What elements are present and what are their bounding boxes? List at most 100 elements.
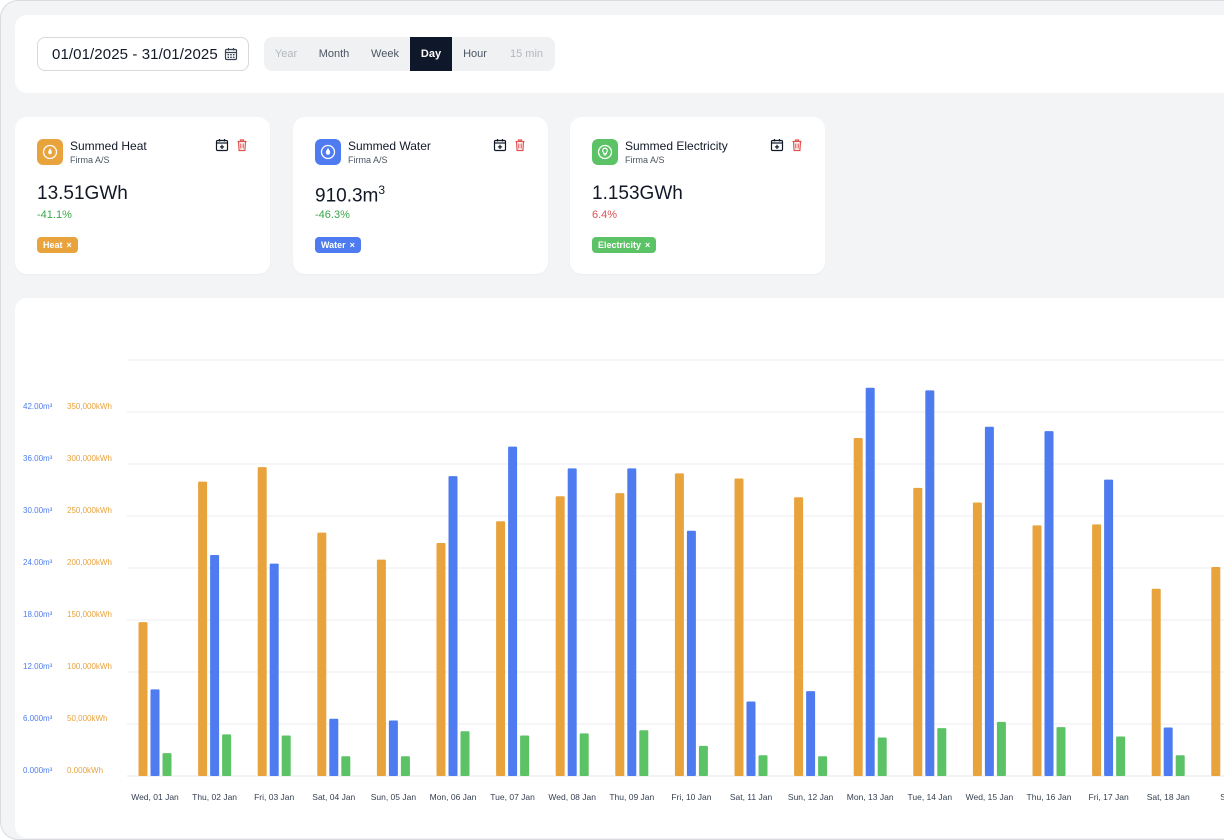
bar-water xyxy=(865,387,875,776)
bar-heat xyxy=(1032,525,1042,776)
filter-bar: 01/01/2025 - 31/01/2025 Year Month xyxy=(15,15,1224,93)
bar-heat xyxy=(555,496,565,776)
calendar-plus-icon[interactable] xyxy=(215,138,229,157)
card-actions xyxy=(770,138,804,157)
bar-water xyxy=(1104,479,1114,776)
x-axis-tick-label: Wed, 15 Jan xyxy=(966,792,1014,802)
card-subtitle: Firma A/S xyxy=(625,155,665,165)
close-icon[interactable]: × xyxy=(66,240,72,250)
heat-filter-tag[interactable]: Heat × xyxy=(37,237,78,253)
y-axis-tick-label-water: 6.000m³ xyxy=(23,714,53,723)
lightbulb-icon xyxy=(592,139,618,165)
electricity-summary-card[interactable]: Summed Electricity Firma A/S 1.153GWh 6.… xyxy=(570,117,825,274)
x-axis-tick-label: Fri, 17 Jan xyxy=(1089,792,1129,802)
bar-electricity xyxy=(579,733,589,776)
bar-heat xyxy=(734,478,744,776)
bar-electricity xyxy=(818,756,828,776)
bar-heat xyxy=(496,521,506,776)
card-value: 13.51GWh xyxy=(37,183,128,204)
tag-label: Heat xyxy=(43,240,63,250)
granularity-year[interactable]: Year xyxy=(274,48,298,60)
x-axis-tick-label: Sat, 11 Jan xyxy=(730,792,773,802)
y-axis-tick-label-water: 12.00m³ xyxy=(23,662,53,671)
electricity-filter-tag[interactable]: Electricity × xyxy=(592,237,657,253)
calendar-plus-icon[interactable] xyxy=(770,138,784,157)
granularity-week[interactable]: Week xyxy=(371,48,399,60)
bar-heat xyxy=(138,622,148,776)
bar-heat xyxy=(198,481,208,776)
heat-meter-icon xyxy=(37,139,63,165)
bar-water xyxy=(210,555,220,776)
x-axis-tick-label: Wed, 08 Jan xyxy=(548,792,596,802)
y-axis-tick-label-energy: 300,000kWh xyxy=(67,454,112,463)
bar-heat xyxy=(1151,588,1161,776)
bar-heat xyxy=(1211,566,1221,776)
granularity-15min[interactable]: 15 min xyxy=(509,48,544,60)
trash-icon[interactable] xyxy=(235,138,249,157)
x-axis-tick-label: Sat, 18 Jan xyxy=(1147,792,1190,802)
close-icon[interactable]: × xyxy=(349,240,355,250)
x-axis-tick-label: Thu, 16 Jan xyxy=(1027,792,1072,802)
calendar-plus-icon[interactable] xyxy=(493,138,507,157)
card-change: 6.4% xyxy=(592,209,618,221)
granularity-month[interactable]: Month xyxy=(318,48,350,60)
x-axis-tick-label: Tue, 07 Jan xyxy=(490,792,535,802)
bar-electricity xyxy=(520,735,530,776)
x-axis-tick-label: Mon, 13 Jan xyxy=(847,792,894,802)
bar-heat xyxy=(257,467,267,776)
x-axis-tick-label: Sun xyxy=(1220,792,1224,802)
bar-water xyxy=(627,468,637,776)
bar-heat xyxy=(674,473,684,776)
date-range-picker[interactable]: 01/01/2025 - 31/01/2025 xyxy=(37,37,249,71)
bar-electricity xyxy=(460,731,470,776)
bar-electricity xyxy=(758,755,768,776)
heat-summary-card[interactable]: Summed Heat Firma A/S 13.51GWh -41.1% He… xyxy=(15,117,270,274)
bar-heat xyxy=(972,502,982,776)
trash-icon[interactable] xyxy=(790,138,804,157)
close-icon[interactable]: × xyxy=(645,240,651,250)
y-axis-tick-label-energy: 100,000kWh xyxy=(67,662,112,671)
bar-electricity xyxy=(162,753,172,776)
calendar-icon[interactable] xyxy=(224,47,238,61)
bar-heat xyxy=(1092,524,1102,776)
card-actions xyxy=(215,138,249,157)
x-axis-tick-label: Thu, 02 Jan xyxy=(192,792,237,802)
card-subtitle: Firma A/S xyxy=(348,155,388,165)
bar-water xyxy=(150,689,160,776)
bar-water xyxy=(269,563,279,776)
x-axis-tick-label: Fri, 10 Jan xyxy=(671,792,711,802)
granularity-toggle: Year Month Week Day Hour 15 min xyxy=(264,37,555,71)
card-value: 910.3m3 xyxy=(315,183,386,207)
tag-label: Water xyxy=(321,240,346,250)
granularity-day[interactable]: Day xyxy=(410,37,452,71)
bar-electricity xyxy=(341,756,351,776)
x-axis-tick-label: Tue, 14 Jan xyxy=(908,792,953,802)
bar-water xyxy=(925,390,935,776)
bar-heat xyxy=(615,493,625,776)
bar-water xyxy=(746,701,756,776)
granularity-hour[interactable]: Hour xyxy=(463,48,487,60)
y-axis-tick-label-water: 24.00m³ xyxy=(23,558,53,567)
bar-heat xyxy=(317,532,327,776)
bar-electricity xyxy=(877,737,887,776)
bar-electricity xyxy=(1116,736,1126,776)
y-axis-tick-label-water: 42.00m³ xyxy=(23,402,53,411)
card-actions xyxy=(493,138,527,157)
bar-electricity xyxy=(698,745,708,776)
x-axis-tick-label: Wed, 01 Jan xyxy=(131,792,179,802)
y-axis-tick-label-water: 30.00m³ xyxy=(23,506,53,515)
x-axis-tick-label: Sat, 04 Jan xyxy=(312,792,355,802)
bar-electricity xyxy=(639,730,649,776)
bar-electricity xyxy=(996,721,1006,776)
trash-icon[interactable] xyxy=(513,138,527,157)
card-subtitle: Firma A/S xyxy=(70,155,110,165)
y-axis-tick-label-energy: 150,000kWh xyxy=(67,610,112,619)
water-filter-tag[interactable]: Water × xyxy=(315,237,361,253)
bar-water xyxy=(329,718,339,776)
x-axis-tick-label: Sun, 05 Jan xyxy=(371,792,417,802)
bar-heat xyxy=(376,559,386,776)
x-axis-tick-label: Sun, 12 Jan xyxy=(788,792,834,802)
water-summary-card[interactable]: Summed Water Firma A/S 910.3m3 -46.3% Wa… xyxy=(293,117,548,274)
y-axis-tick-label-energy: 250,000kWh xyxy=(67,506,112,515)
